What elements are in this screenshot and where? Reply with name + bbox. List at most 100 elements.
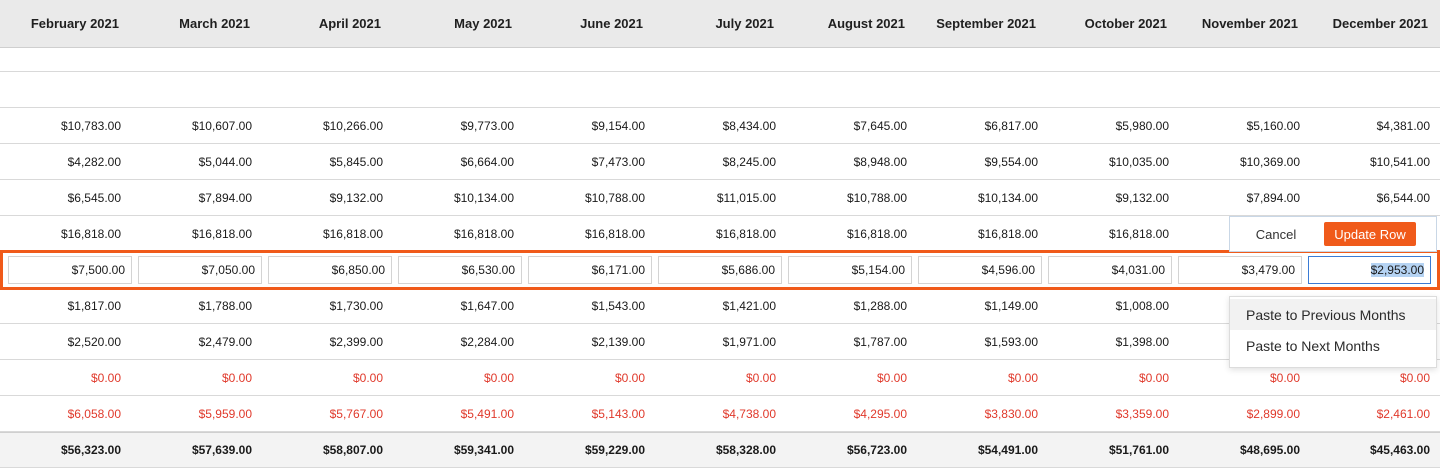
table-cell[interactable]: $0.00 <box>221 370 252 385</box>
table-cell[interactable]: $10,783.00 <box>60 118 121 133</box>
table-cell[interactable]: $4,381.00 <box>1376 118 1430 133</box>
table-cell[interactable]: $2,520.00 <box>67 334 121 349</box>
table-row[interactable]: $4,282.00 $5,044.00 $5,845.00 $6,664.00 … <box>0 144 1440 180</box>
table-cell[interactable]: $16,818.00 <box>453 226 514 241</box>
table-cell[interactable]: $5,959.00 <box>198 406 252 421</box>
month-value-input[interactable]: $5,154.00 <box>788 256 912 284</box>
table-cell[interactable]: $4,738.00 <box>722 406 776 421</box>
table-row[interactable]: $10,783.00 $10,607.00 $10,266.00 $9,773.… <box>0 108 1440 144</box>
table-cell[interactable]: $1,149.00 <box>984 298 1038 313</box>
column-header[interactable]: July 2021 <box>715 16 774 31</box>
table-cell[interactable]: $6,058.00 <box>67 406 121 421</box>
table-cell[interactable]: $1,421.00 <box>722 298 776 313</box>
table-cell[interactable]: $16,818.00 <box>715 226 776 241</box>
active-value-input[interactable]: $2,953.00 <box>1308 256 1431 284</box>
table-cell[interactable]: $1,817.00 <box>67 298 121 313</box>
table-cell[interactable]: $1,543.00 <box>591 298 645 313</box>
table-cell[interactable]: $0.00 <box>745 370 776 385</box>
column-header[interactable]: October 2021 <box>1084 16 1167 31</box>
table-cell[interactable]: $10,266.00 <box>322 118 383 133</box>
table-cell[interactable]: $0.00 <box>483 370 514 385</box>
month-value-input[interactable]: $4,031.00 <box>1048 256 1172 284</box>
table-cell[interactable]: $4,295.00 <box>853 406 907 421</box>
table-cell[interactable]: $16,818.00 <box>1108 226 1169 241</box>
table-row[interactable]: $0.00 $0.00 $0.00 $0.00 $0.00 $0.00 $0.0… <box>0 360 1440 396</box>
month-value-input[interactable]: $3,479.00 <box>1178 256 1302 284</box>
table-cell[interactable]: $16,818.00 <box>584 226 645 241</box>
table-cell[interactable]: $5,767.00 <box>329 406 383 421</box>
table-cell[interactable]: $1,593.00 <box>984 334 1038 349</box>
column-header[interactable]: June 2021 <box>580 16 643 31</box>
table-cell[interactable]: $1,398.00 <box>1115 334 1169 349</box>
table-cell[interactable]: $0.00 <box>1399 370 1430 385</box>
table-cell[interactable]: $2,399.00 <box>329 334 383 349</box>
table-cell[interactable]: $1,008.00 <box>1115 298 1169 313</box>
table-cell[interactable]: $8,948.00 <box>853 154 907 169</box>
table-cell[interactable]: $1,787.00 <box>853 334 907 349</box>
table-cell[interactable]: $8,245.00 <box>722 154 776 169</box>
table-cell[interactable]: $10,788.00 <box>584 190 645 205</box>
table-cell[interactable]: $10,134.00 <box>977 190 1038 205</box>
table-cell[interactable]: $5,160.00 <box>1246 118 1300 133</box>
table-cell[interactable]: $1,971.00 <box>722 334 776 349</box>
month-value-input[interactable]: $7,500.00 <box>8 256 132 284</box>
table-cell[interactable]: $2,461.00 <box>1376 406 1430 421</box>
month-value-input[interactable]: $5,686.00 <box>658 256 782 284</box>
table-row[interactable]: $16,818.00 $16,818.00 $16,818.00 $16,818… <box>0 216 1440 252</box>
column-header[interactable]: November 2021 <box>1201 16 1298 31</box>
table-cell[interactable]: $10,788.00 <box>846 190 907 205</box>
table-cell[interactable]: $1,647.00 <box>460 298 514 313</box>
table-cell[interactable]: $10,035.00 <box>1108 154 1169 169</box>
table-cell[interactable]: $2,284.00 <box>460 334 514 349</box>
table-cell[interactable]: $16,818.00 <box>977 226 1038 241</box>
table-cell[interactable]: $4,282.00 <box>67 154 121 169</box>
column-header[interactable]: February 2021 <box>30 16 119 31</box>
table-cell[interactable]: $2,139.00 <box>591 334 645 349</box>
table-cell[interactable]: $0.00 <box>90 370 121 385</box>
table-cell[interactable]: $9,132.00 <box>329 190 383 205</box>
month-value-input[interactable]: $6,850.00 <box>268 256 392 284</box>
table-cell[interactable]: $5,044.00 <box>198 154 252 169</box>
table-cell[interactable]: $7,894.00 <box>198 190 252 205</box>
table-cell[interactable]: $2,899.00 <box>1246 406 1300 421</box>
table-row[interactable]: $6,545.00 $7,894.00 $9,132.00 $10,134.00… <box>0 180 1440 216</box>
table-cell[interactable]: $9,154.00 <box>591 118 645 133</box>
table-cell[interactable]: $7,473.00 <box>591 154 645 169</box>
table-cell[interactable]: $16,818.00 <box>846 226 907 241</box>
table-cell[interactable]: $10,607.00 <box>191 118 252 133</box>
column-header[interactable]: March 2021 <box>179 16 250 31</box>
table-cell[interactable]: $10,541.00 <box>1369 154 1430 169</box>
table-cell[interactable]: $5,845.00 <box>329 154 383 169</box>
update-row-button[interactable]: Update Row <box>1324 222 1416 246</box>
table-cell[interactable]: $0.00 <box>1007 370 1038 385</box>
table-cell[interactable]: $8,434.00 <box>722 118 776 133</box>
table-cell[interactable]: $9,132.00 <box>1115 190 1169 205</box>
table-cell[interactable]: $3,830.00 <box>984 406 1038 421</box>
paste-next-months-item[interactable]: Paste to Next Months <box>1246 337 1380 354</box>
table-row[interactable]: $6,058.00 $5,959.00 $5,767.00 $5,491.00 … <box>0 396 1440 432</box>
table-row[interactable]: $1,817.00 $1,788.00 $1,730.00 $1,647.00 … <box>0 288 1440 324</box>
table-cell[interactable]: $3,359.00 <box>1115 406 1169 421</box>
table-cell[interactable]: $1,288.00 <box>853 298 907 313</box>
table-cell[interactable]: $16,818.00 <box>60 226 121 241</box>
column-header[interactable]: May 2021 <box>454 16 512 31</box>
month-value-input[interactable]: $6,530.00 <box>398 256 522 284</box>
table-cell[interactable]: $7,645.00 <box>853 118 907 133</box>
table-cell[interactable]: $0.00 <box>1269 370 1300 385</box>
table-cell[interactable]: $2,479.00 <box>198 334 252 349</box>
table-cell[interactable]: $6,817.00 <box>984 118 1038 133</box>
month-value-input[interactable]: $4,596.00 <box>918 256 1042 284</box>
column-header[interactable]: September 2021 <box>936 16 1036 31</box>
table-cell[interactable]: $9,773.00 <box>460 118 514 133</box>
table-cell[interactable]: $5,980.00 <box>1115 118 1169 133</box>
cancel-button[interactable]: Cancel <box>1255 226 1297 242</box>
column-header[interactable]: April 2021 <box>318 16 381 31</box>
table-cell[interactable]: $0.00 <box>1138 370 1169 385</box>
table-row[interactable]: $2,520.00 $2,479.00 $2,399.00 $2,284.00 … <box>0 324 1440 360</box>
table-cell[interactable]: $9,554.00 <box>984 154 1038 169</box>
table-cell[interactable]: $16,818.00 <box>191 226 252 241</box>
table-cell[interactable]: $6,544.00 <box>1376 190 1430 205</box>
column-header[interactable]: December 2021 <box>1332 16 1428 31</box>
table-cell[interactable]: $5,143.00 <box>591 406 645 421</box>
table-cell[interactable]: $0.00 <box>876 370 907 385</box>
